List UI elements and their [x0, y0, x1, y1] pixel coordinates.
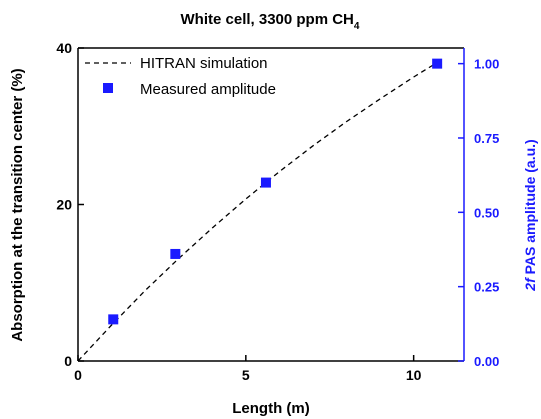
series-layer [77, 58, 443, 362]
data-point-measured-amplitude [170, 248, 181, 259]
title-subscript: 4 [354, 21, 360, 32]
x-axis-label: Length (m) [232, 400, 309, 417]
legend-label-measured: Measured amplitude [140, 81, 276, 98]
x-tick-label: 0 [74, 367, 82, 383]
y-right-tick-label: 0.25 [474, 280, 499, 295]
chart-title: White cell, 3300 ppm CH4 [181, 11, 360, 32]
y-axis-left-label: Absorption at the transition center (%) [9, 68, 26, 341]
y-left-tick-label: 40 [56, 40, 72, 56]
legend-label-simulation: HITRAN simulation [140, 55, 268, 72]
ticks: 0 5 10 0 20 40 0.00 0.25 0.50 0.75 1.00 [56, 40, 499, 383]
legend-marker-sample [103, 83, 113, 93]
x-tick-label: 5 [242, 367, 250, 383]
x-tick-label: 10 [406, 367, 422, 383]
y-right-tick-label: 1.00 [474, 57, 499, 72]
data-point-measured-amplitude [108, 314, 119, 325]
y-axis-right-label: 2f PAS amplitude (a.u.) [522, 139, 538, 291]
legend: HITRAN simulation Measured amplitude [85, 55, 276, 98]
y-left-tick-label: 20 [56, 197, 72, 213]
y-right-tick-label: 0.75 [474, 131, 499, 146]
series-line-hitran-simulation [77, 59, 441, 362]
data-point-measured-amplitude [432, 58, 443, 69]
y-left-tick-label: 0 [64, 353, 72, 369]
y-right-tick-label: 0.00 [474, 354, 499, 369]
data-point-measured-amplitude [260, 177, 271, 188]
plot-area [77, 47, 465, 362]
y-right-tick-label: 0.50 [474, 205, 499, 220]
